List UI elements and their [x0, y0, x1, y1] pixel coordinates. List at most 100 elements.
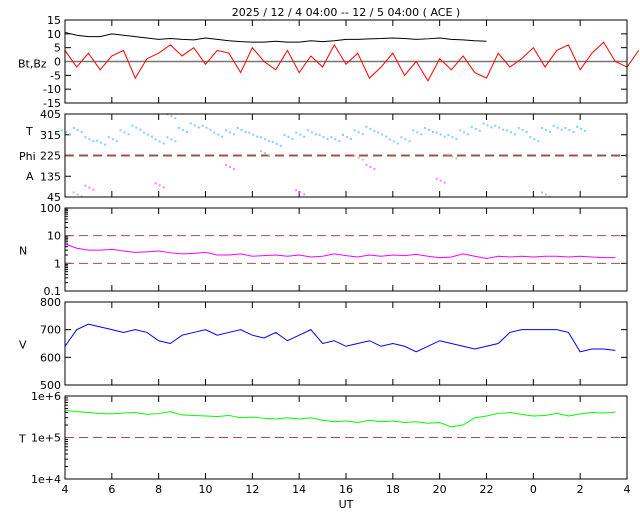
data-point-phi — [162, 142, 165, 145]
data-point-phi — [350, 137, 352, 140]
data-point-phi — [135, 126, 138, 129]
y-axis-label: N — [19, 245, 27, 258]
x-tick-label: 0 — [530, 483, 537, 496]
data-point-phi — [275, 142, 278, 145]
y-tick-label: 405 — [40, 108, 61, 121]
data-point-phi — [76, 128, 79, 131]
data-point-phi — [205, 126, 208, 129]
data-point-phi — [299, 133, 302, 136]
data-point-phi — [228, 131, 231, 134]
x-tick-label: 14 — [292, 483, 306, 496]
data-point-phi — [439, 133, 442, 136]
data-point-phi — [139, 128, 142, 131]
data-point-phi — [84, 136, 87, 139]
x-tick-label: 10 — [199, 483, 213, 496]
y-tick-label: 1 — [54, 257, 61, 270]
panel-frame — [64, 207, 628, 292]
data-point-phi — [127, 133, 130, 136]
data-point-phi — [517, 126, 520, 129]
data-point-phi-low — [232, 167, 235, 170]
x-tick-label: 12 — [245, 483, 259, 496]
data-point-phi — [568, 128, 571, 131]
data-point-phi-low — [224, 163, 227, 166]
data-point-phi-low — [435, 177, 438, 180]
y-tick-label: 0 — [54, 56, 61, 69]
data-point-phi — [150, 135, 153, 138]
data-point-phi-outliers — [76, 193, 79, 196]
data-point-phi — [201, 124, 204, 127]
data-point-phi-low — [369, 165, 372, 168]
data-point-phi — [279, 144, 282, 147]
y-tick-label: -15 — [43, 97, 61, 110]
data-point-phi — [213, 131, 216, 134]
data-point-phi — [252, 133, 255, 136]
data-point-phi — [174, 140, 177, 143]
data-point-phi — [256, 135, 259, 138]
data-point-phi — [404, 138, 407, 141]
data-point-phi — [502, 128, 505, 131]
data-point-phi — [178, 126, 181, 129]
data-point-phi — [541, 126, 544, 129]
data-point-phi — [92, 140, 95, 143]
data-point-phi — [369, 127, 372, 130]
data-point-phi — [326, 137, 329, 140]
data-point-phi — [248, 131, 251, 134]
data-point-phi-outliers — [541, 191, 544, 194]
data-point-phi — [146, 133, 149, 136]
data-point-phi-outliers — [268, 154, 271, 157]
data-point-phi — [423, 126, 426, 129]
data-point-phi — [459, 129, 462, 132]
series-t — [64, 409, 616, 428]
data-point-phi — [287, 135, 290, 138]
data-point-phi — [505, 129, 508, 132]
data-point-phi-low — [365, 163, 368, 166]
data-point-phi — [474, 127, 477, 130]
y-tick-label: 1e+6 — [31, 390, 61, 403]
data-point-phi — [271, 140, 274, 143]
y-tick-label: 45 — [47, 191, 61, 204]
data-point-phi — [521, 128, 524, 131]
data-point-phi — [61, 129, 63, 132]
data-point-phi — [69, 133, 71, 136]
data-point-phi — [549, 130, 552, 133]
data-point-phi — [182, 128, 185, 131]
data-point-phi — [373, 129, 376, 132]
data-point-phi — [576, 125, 579, 128]
y-axis-label: Phi — [19, 150, 36, 163]
data-point-phi — [96, 139, 99, 142]
data-point-phi — [545, 128, 548, 131]
data-point-phi — [209, 128, 212, 131]
data-point-phi — [392, 140, 395, 143]
y-tick-label: 135 — [40, 170, 61, 183]
data-point-phi — [264, 138, 267, 141]
data-point-phi — [193, 124, 196, 127]
data-point-phi — [490, 126, 493, 129]
data-point-phi — [513, 133, 516, 136]
data-point-phi — [154, 138, 157, 141]
data-point-phi — [119, 129, 122, 132]
data-point-phi — [142, 131, 145, 134]
data-point-phi — [310, 131, 313, 134]
data-point-phi — [486, 124, 489, 127]
data-point-phi — [416, 131, 419, 134]
data-point-phi — [357, 131, 360, 134]
data-point-phi — [463, 131, 466, 134]
data-point-phi — [291, 137, 294, 140]
data-point-phi — [166, 136, 169, 139]
panel-density: 100 10 1 0.1 N — [19, 202, 628, 298]
data-point-phi-low — [303, 193, 306, 196]
data-point-phi-outliers — [260, 150, 263, 153]
data-point-phi — [111, 138, 114, 141]
y-axis-label: Bt,Bz — [18, 58, 47, 71]
x-axis-label: UT — [339, 498, 354, 511]
x-tick-label: 18 — [386, 483, 400, 496]
data-point-phi — [88, 138, 91, 141]
data-point-phi — [244, 130, 247, 133]
data-point-phi — [330, 136, 333, 139]
y-tick-label: 15 — [47, 14, 61, 27]
data-point-phi — [346, 135, 348, 138]
x-tick-label: 4 — [624, 483, 631, 496]
data-point-phi — [72, 126, 75, 129]
